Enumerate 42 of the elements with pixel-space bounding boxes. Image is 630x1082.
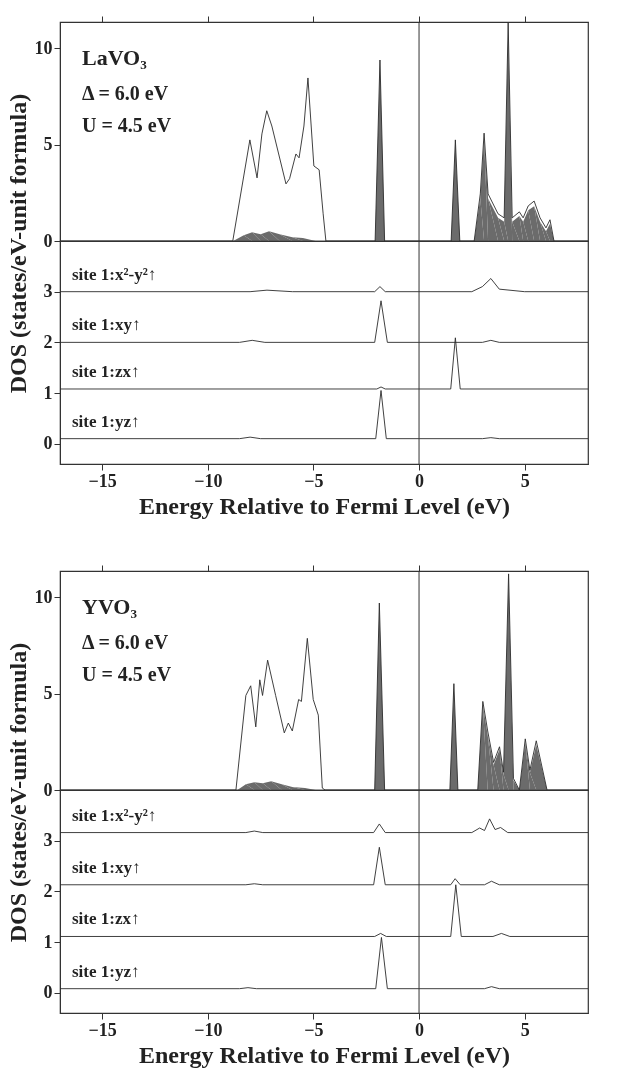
annotation: YVO₃ [82, 594, 138, 619]
y-tick-label: 0 [43, 982, 53, 1003]
y-tick-label: 1 [43, 931, 53, 952]
y-tick-label: 3 [43, 830, 53, 851]
y-tick-label: 10 [34, 586, 53, 607]
series-label: site 1:xy↑ [72, 857, 141, 877]
y-tick-label: 5 [43, 134, 53, 155]
x-tick-label: −15 [88, 1019, 117, 1040]
x-tick-label: −5 [304, 1019, 324, 1040]
annotation: U = 4.5 eV [82, 114, 172, 136]
y-tick-label: 3 [43, 281, 53, 302]
y-tick-label: 10 [34, 37, 53, 58]
series-label: site 1:x²-y²↑ [72, 264, 157, 284]
series-label: site 1:zx↑ [72, 909, 140, 929]
series-label: site 1:xy↑ [72, 315, 141, 335]
y-tick-label: 0 [43, 433, 53, 454]
x-tick-label: 5 [520, 1019, 530, 1040]
x-axis-title: Energy Relative to Fermi Level (eV) [138, 1041, 511, 1068]
y-axis-title: DOS (states/eV-unit formula) [4, 93, 31, 394]
x-tick-label: −15 [88, 470, 117, 491]
annotation: Δ = 6.0 eV [82, 631, 169, 653]
annotation: LaVO₃ [82, 45, 148, 70]
y-tick-label: 1 [43, 382, 53, 403]
y-tick-label: 0 [43, 779, 53, 800]
x-tick-label: 0 [415, 1019, 425, 1040]
x-tick-label: 0 [415, 470, 425, 491]
x-tick-label: −10 [194, 1019, 223, 1040]
x-tick-label: −5 [304, 470, 324, 491]
y-tick-label: 5 [43, 683, 53, 704]
y-tick-label: 2 [43, 331, 53, 352]
series-label: site 1:x²-y²↑ [72, 805, 157, 825]
series-label: site 1:yz↑ [72, 411, 140, 431]
x-axis-title: Energy Relative to Fermi Level (eV) [138, 492, 511, 519]
series-label: site 1:zx↑ [72, 361, 140, 381]
y-tick-label: 0 [43, 230, 53, 251]
series-label: site 1:yz↑ [72, 961, 140, 981]
y-tick-label: 2 [43, 880, 53, 901]
annotation: U = 4.5 eV [82, 663, 172, 685]
y-axis-title: DOS (states/eV-unit formula) [4, 642, 31, 943]
annotation: Δ = 6.0 eV [82, 82, 169, 104]
x-tick-label: −10 [194, 470, 223, 491]
x-tick-label: 5 [520, 470, 530, 491]
